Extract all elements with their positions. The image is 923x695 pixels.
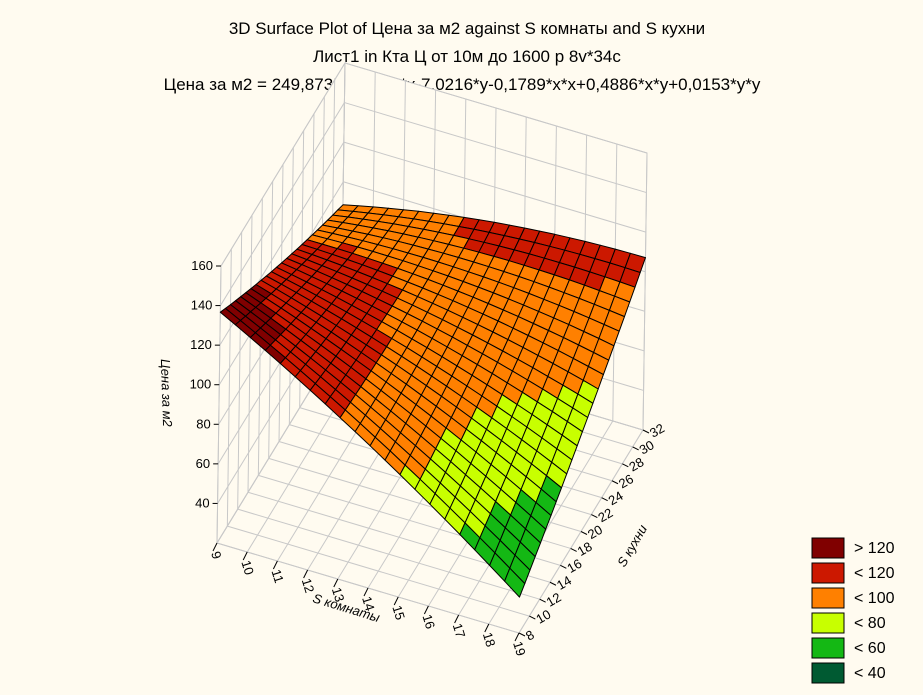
legend-swatch xyxy=(811,637,845,659)
legend-label: < 40 xyxy=(854,665,886,682)
legend-swatch xyxy=(811,662,845,684)
y-tick-mark xyxy=(570,547,577,552)
z-tick-label: 120 xyxy=(190,337,212,352)
y-tick-label: 14 xyxy=(554,573,574,593)
legend-label: < 100 xyxy=(854,590,895,607)
z-tick-label: 60 xyxy=(196,456,210,471)
z-tick-label: 100 xyxy=(190,377,212,392)
surface xyxy=(219,204,646,598)
gridline xyxy=(237,232,243,510)
y-tick-mark xyxy=(642,429,650,434)
z-tick-label: 140 xyxy=(191,298,213,313)
legend-label: > 120 xyxy=(854,540,895,557)
x-tick-mark xyxy=(484,623,490,633)
y-tick-mark xyxy=(632,446,639,451)
y-tick-mark xyxy=(539,598,546,603)
gridline xyxy=(220,62,346,267)
legend-label: < 120 xyxy=(854,565,895,582)
legend-swatch xyxy=(811,537,845,559)
y-tick-label: 20 xyxy=(585,522,605,542)
y-tick-label: 32 xyxy=(647,420,667,440)
x-tick-label: 11 xyxy=(269,567,287,584)
y-tick-mark xyxy=(622,463,629,468)
z-axis-label: Цена за м2 xyxy=(158,359,175,428)
chart-title: 3D Surface Plot of Цена за м2 against S … xyxy=(229,19,705,38)
gridline xyxy=(220,102,345,306)
gridline xyxy=(227,525,530,617)
y-tick-label: 22 xyxy=(595,505,615,525)
y-axis-label: S кухни xyxy=(614,522,650,569)
y-tick-label: 10 xyxy=(533,606,553,626)
y-tick-mark xyxy=(580,531,588,535)
x-tick-mark xyxy=(514,632,520,642)
legend-swatch xyxy=(811,612,845,634)
y-tick-label: 18 xyxy=(575,539,595,559)
z-tick-label: 160 xyxy=(191,258,213,273)
x-tick-mark xyxy=(303,569,309,579)
x-tick-mark xyxy=(242,551,248,561)
x-tick-label: 12 xyxy=(299,576,318,594)
y-tick-label: 26 xyxy=(616,471,636,491)
y-tick-mark xyxy=(591,514,598,519)
x-tick-mark xyxy=(454,614,460,624)
x-tick-label: 10 xyxy=(238,558,257,576)
x-tick-label: 9 xyxy=(208,549,224,560)
x-tick-mark xyxy=(423,605,429,615)
legend: > 120 < 120 < 100 < 80 < 60 < 40 xyxy=(811,537,895,684)
x-tick-mark xyxy=(363,587,369,597)
gridline xyxy=(344,102,647,194)
x-tick-label: 18 xyxy=(480,630,499,648)
y-tick-label: 12 xyxy=(544,590,564,610)
gridline xyxy=(343,141,646,233)
y-tick-mark xyxy=(518,632,526,637)
legend-label: < 80 xyxy=(854,615,886,632)
x-tick-label: 15 xyxy=(389,603,408,621)
z-tick-label: 40 xyxy=(195,495,209,510)
chart-subtitle: Лист1 in Кта Ц от 10м до 1600 р 8v*34c xyxy=(313,47,621,66)
y-tick-mark xyxy=(601,497,608,502)
y-tick-label: 30 xyxy=(637,437,657,457)
x-tick-mark xyxy=(333,578,339,588)
y-tick-label: 28 xyxy=(626,454,646,474)
legend-label: < 60 xyxy=(854,640,886,657)
x-tick-mark xyxy=(212,542,218,552)
x-tick-label: 19 xyxy=(510,639,529,657)
y-tick-mark xyxy=(529,615,536,620)
y-tick-mark xyxy=(549,581,557,586)
gridline xyxy=(247,215,253,493)
y-tick-label: 16 xyxy=(564,556,584,576)
legend-swatch xyxy=(811,562,845,584)
x-tick-label: 16 xyxy=(420,612,439,630)
z-tick-label: 80 xyxy=(196,416,210,431)
gridline xyxy=(237,508,540,600)
chart-equation: Цена за м2 = 249,8735-8,7479*x-7,0216*y-… xyxy=(164,75,761,94)
x-tick-label: 14 xyxy=(359,594,378,612)
surface-patch xyxy=(504,567,526,598)
legend-swatch xyxy=(811,587,845,609)
gridline xyxy=(226,249,232,527)
y-tick-label: 24 xyxy=(606,488,626,508)
y-tick-mark xyxy=(611,480,619,485)
x-tick-label: 13 xyxy=(329,585,348,603)
x-tick-mark xyxy=(393,596,399,606)
gridline xyxy=(344,62,648,154)
x-tick-mark xyxy=(272,560,278,570)
x-tick-label: 17 xyxy=(450,621,469,639)
gridline xyxy=(642,152,648,431)
y-tick-mark xyxy=(560,564,567,569)
